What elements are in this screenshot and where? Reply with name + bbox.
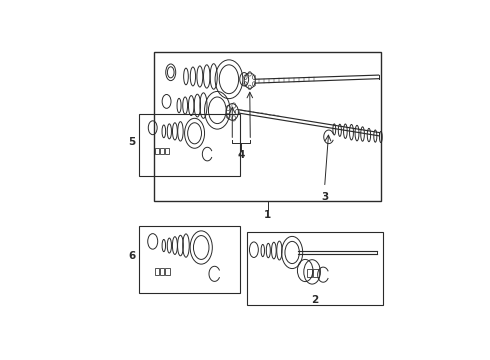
Bar [155,148,159,154]
Bar [314,269,319,278]
Bar [160,268,164,275]
Bar [166,268,170,275]
Bar [307,269,312,278]
Bar [155,268,159,275]
Text: 4: 4 [238,150,245,161]
Bar [154,51,381,201]
Bar [161,148,164,154]
Bar [166,148,170,154]
Bar [139,114,240,176]
Text: 5: 5 [128,137,136,147]
Text: 2: 2 [311,295,318,305]
Bar [247,232,383,305]
Text: 3: 3 [321,192,328,202]
Text: 6: 6 [128,251,136,261]
Text: 1: 1 [264,210,271,220]
Bar [139,226,240,293]
